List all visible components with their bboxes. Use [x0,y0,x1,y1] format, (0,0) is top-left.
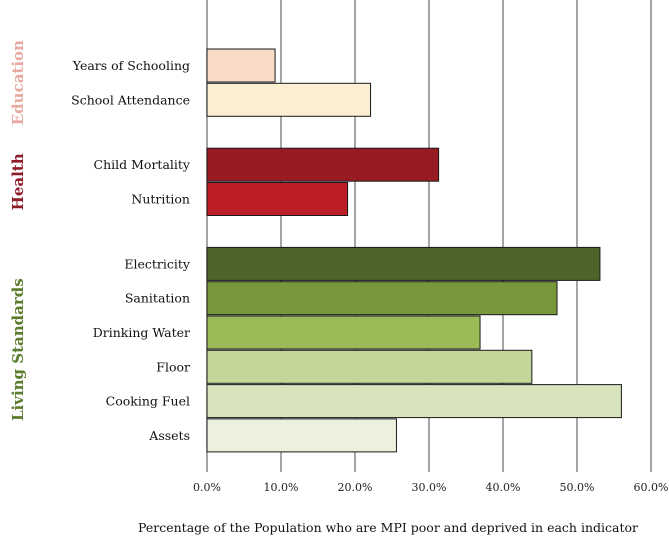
category-label: Assets [148,428,190,443]
x-tick-label: 20.0% [338,481,373,494]
bars [206,48,622,453]
x-tick-label: 0.0% [193,481,221,494]
group-label: Health [9,153,27,210]
category-label: Cooking Fuel [106,394,190,409]
x-tick-label: 10.0% [264,481,299,494]
bar [206,315,481,350]
category-label: Drinking Water [93,325,190,340]
bar [206,246,601,281]
category-labels: Years of Schooling School Attendance Child… [71,58,191,443]
bar [206,82,372,117]
category-label: School Attendance [71,92,190,107]
x-tick-labels: 0.0% 10.0% 20.0% 30.0% 40.0% 50.0% 60.0% [193,481,668,494]
bar [206,349,533,384]
bar [206,48,276,83]
x-tick-label: 60.0% [634,481,669,494]
bar [206,182,349,216]
category-label: Sanitation [125,291,190,306]
group-label: Education [9,40,27,125]
bar [206,281,558,316]
x-tick-label: 30.0% [412,481,447,494]
group-label: Living Standards [9,278,27,421]
bar [206,384,622,419]
bar [206,418,397,453]
bar [206,147,440,182]
category-label: Nutrition [131,192,190,207]
category-label: Floor [156,359,190,374]
group-labels: Education Health Living Standards [9,40,27,421]
x-tick-label: 40.0% [486,481,521,494]
gridlines [206,0,652,472]
x-tick-label: 50.0% [560,481,595,494]
category-label: Years of Schooling [72,58,190,73]
category-label: Electricity [124,256,191,271]
x-axis-title: Percentage of the Population who are MPI… [138,520,638,535]
category-label: Child Mortality [94,157,191,172]
